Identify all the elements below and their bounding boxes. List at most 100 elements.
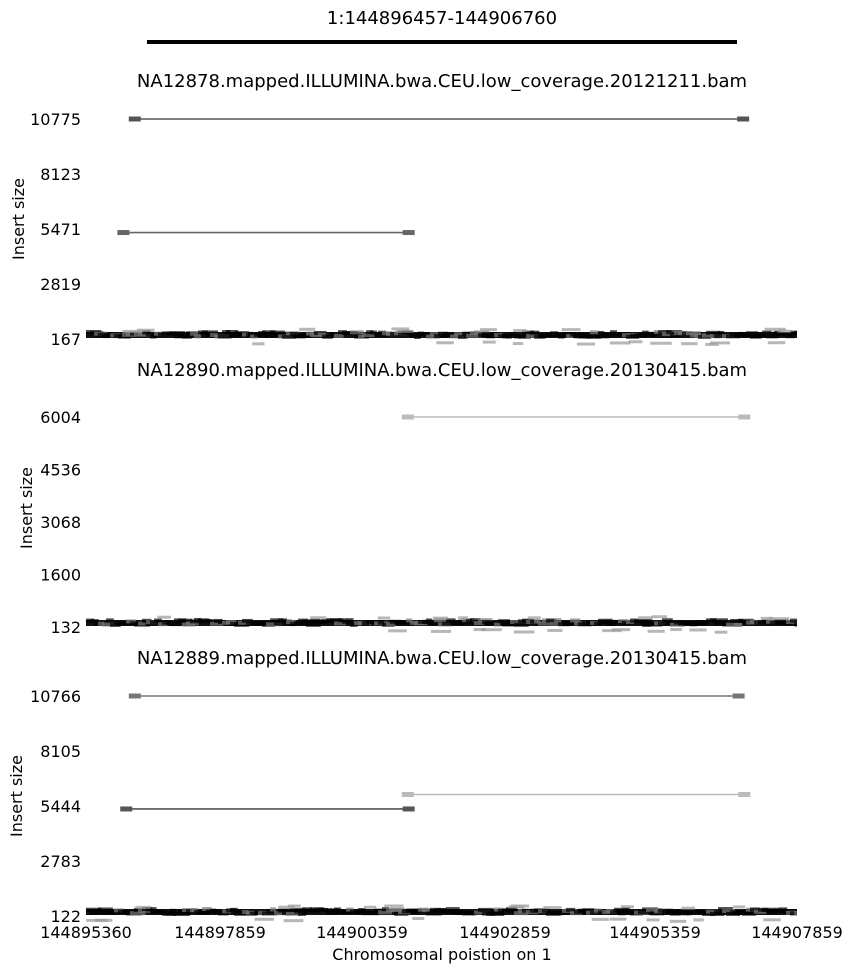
concordant-read <box>136 328 155 332</box>
read-end-marker <box>738 792 751 798</box>
concordant-read <box>458 334 468 339</box>
concordant-read <box>670 622 686 627</box>
concordant-read <box>474 330 490 335</box>
concordant-read <box>611 628 631 632</box>
concordant-read <box>426 911 442 916</box>
concordant-read <box>432 616 449 620</box>
concordant-read <box>150 909 157 914</box>
concordant-read <box>693 918 704 922</box>
concordant-read <box>422 619 429 624</box>
concordant-read <box>474 621 485 626</box>
concordant-read <box>794 330 797 335</box>
concordant-read <box>614 907 629 912</box>
concordant-read <box>594 334 610 339</box>
concordant-read <box>146 907 153 912</box>
concordant-read <box>218 334 232 339</box>
concordant-read <box>762 907 778 912</box>
concordant-read <box>350 622 358 627</box>
y-tick-label: 1600 <box>40 566 81 585</box>
concordant-read <box>598 330 605 335</box>
concordant-read <box>710 618 718 623</box>
concordant-read <box>294 909 307 914</box>
concordant-read <box>162 620 170 625</box>
concordant-read <box>346 907 354 912</box>
concordant-read <box>518 334 531 339</box>
y-tick-label: 2819 <box>40 275 81 294</box>
concordant-read <box>436 341 454 345</box>
concordant-read <box>550 621 563 626</box>
concordant-read <box>561 328 581 332</box>
concordant-read <box>122 329 143 333</box>
concordant-read <box>94 909 106 914</box>
concordant-read <box>594 621 603 626</box>
concordant-read <box>690 622 697 627</box>
concordant-read <box>764 327 786 331</box>
concordant-read <box>762 330 772 335</box>
concordant-read <box>543 906 562 910</box>
concordant-read <box>754 909 767 914</box>
concordant-read <box>198 910 211 915</box>
concordant-read <box>154 618 162 623</box>
concordant-read <box>582 333 590 338</box>
concordant-read <box>250 911 258 916</box>
concordant-read <box>714 334 721 339</box>
concordant-read <box>158 332 166 337</box>
concordant-read <box>382 907 390 912</box>
y-axis-label: Insert size <box>7 755 26 837</box>
concordant-read <box>669 919 687 923</box>
concordant-read <box>566 334 574 339</box>
concordant-read <box>618 911 626 916</box>
concordant-read <box>135 905 151 909</box>
concordant-read <box>570 618 581 623</box>
read-end-marker <box>401 792 414 798</box>
concordant-read <box>473 628 486 632</box>
concordant-read <box>614 620 622 625</box>
concordant-read <box>606 332 615 337</box>
concordant-read <box>102 622 116 627</box>
concordant-read <box>658 621 665 626</box>
concordant-read <box>434 618 447 623</box>
panel-title: NA12890.mapped.ILLUMINA.bwa.CEU.low_cove… <box>137 360 747 381</box>
concordant-read <box>334 621 346 626</box>
concordant-read <box>322 334 333 339</box>
concordant-read <box>538 621 551 626</box>
concordant-read <box>638 332 648 337</box>
y-tick-label: 132 <box>50 618 81 637</box>
concordant-read <box>182 334 192 339</box>
concordant-read <box>508 905 525 909</box>
concordant-read <box>790 618 797 623</box>
concordant-read <box>742 333 756 338</box>
concordant-read <box>689 628 707 632</box>
concordant-read <box>442 621 454 626</box>
panel-3: NA12889.mapped.ILLUMINA.bwa.CEU.low_cove… <box>7 648 797 926</box>
concordant-read <box>590 330 599 335</box>
concordant-read <box>422 908 430 913</box>
read-end-marker <box>402 806 415 812</box>
concordant-read <box>554 618 562 623</box>
concordant-read <box>498 908 505 913</box>
concordant-read <box>370 911 380 916</box>
concordant-read <box>166 911 176 916</box>
concordant-read <box>98 907 113 912</box>
concordant-read <box>510 908 517 913</box>
concordant-read <box>130 911 146 916</box>
concordant-read <box>418 331 425 336</box>
read-end-marker <box>117 230 130 236</box>
concordant-read <box>302 333 313 338</box>
concordant-read <box>646 918 660 922</box>
concordant-read <box>242 910 249 915</box>
concordant-read <box>294 620 307 625</box>
concordant-read <box>414 334 421 339</box>
concordant-read <box>718 618 728 623</box>
concordant-read <box>178 332 190 337</box>
concordant-read <box>358 334 365 339</box>
y-tick-label: 122 <box>50 907 81 926</box>
concordant-read <box>86 907 102 912</box>
concordant-read <box>206 333 214 338</box>
concordant-read <box>527 616 541 620</box>
panel-2: NA12890.mapped.ILLUMINA.bwa.CEU.low_cove… <box>17 360 797 637</box>
concordant-read <box>650 333 658 338</box>
concordant-read <box>490 621 497 626</box>
concordant-read <box>390 907 405 912</box>
y-axis-label: Insert size <box>17 467 36 549</box>
